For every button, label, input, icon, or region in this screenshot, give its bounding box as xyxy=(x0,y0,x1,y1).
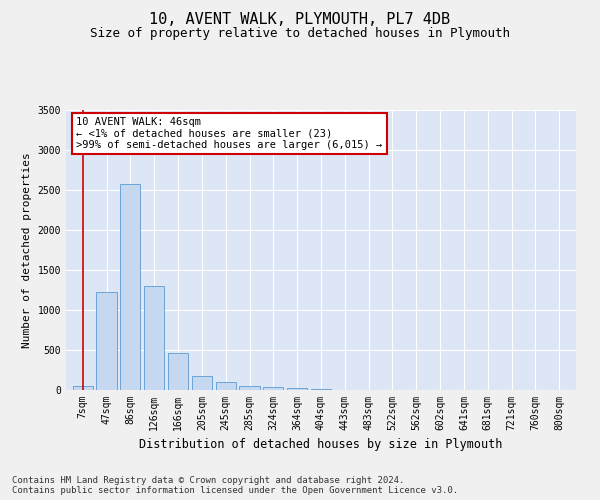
Bar xyxy=(73,386,93,390)
Bar xyxy=(168,353,188,390)
Bar xyxy=(120,184,140,390)
Bar xyxy=(311,389,331,390)
Bar xyxy=(192,376,212,390)
Text: Contains HM Land Registry data © Crown copyright and database right 2024.: Contains HM Land Registry data © Crown c… xyxy=(12,476,404,485)
Text: Contains public sector information licensed under the Open Government Licence v3: Contains public sector information licen… xyxy=(12,486,458,495)
Bar xyxy=(263,387,283,390)
Text: 10, AVENT WALK, PLYMOUTH, PL7 4DB: 10, AVENT WALK, PLYMOUTH, PL7 4DB xyxy=(149,12,451,28)
Bar xyxy=(144,286,164,390)
Bar xyxy=(97,292,116,390)
Y-axis label: Number of detached properties: Number of detached properties xyxy=(22,152,32,348)
Text: 10 AVENT WALK: 46sqm
← <1% of detached houses are smaller (23)
>99% of semi-deta: 10 AVENT WALK: 46sqm ← <1% of detached h… xyxy=(76,117,382,150)
Bar xyxy=(287,388,307,390)
Bar xyxy=(215,382,236,390)
Bar xyxy=(239,386,260,390)
X-axis label: Distribution of detached houses by size in Plymouth: Distribution of detached houses by size … xyxy=(139,438,503,452)
Text: Size of property relative to detached houses in Plymouth: Size of property relative to detached ho… xyxy=(90,28,510,40)
